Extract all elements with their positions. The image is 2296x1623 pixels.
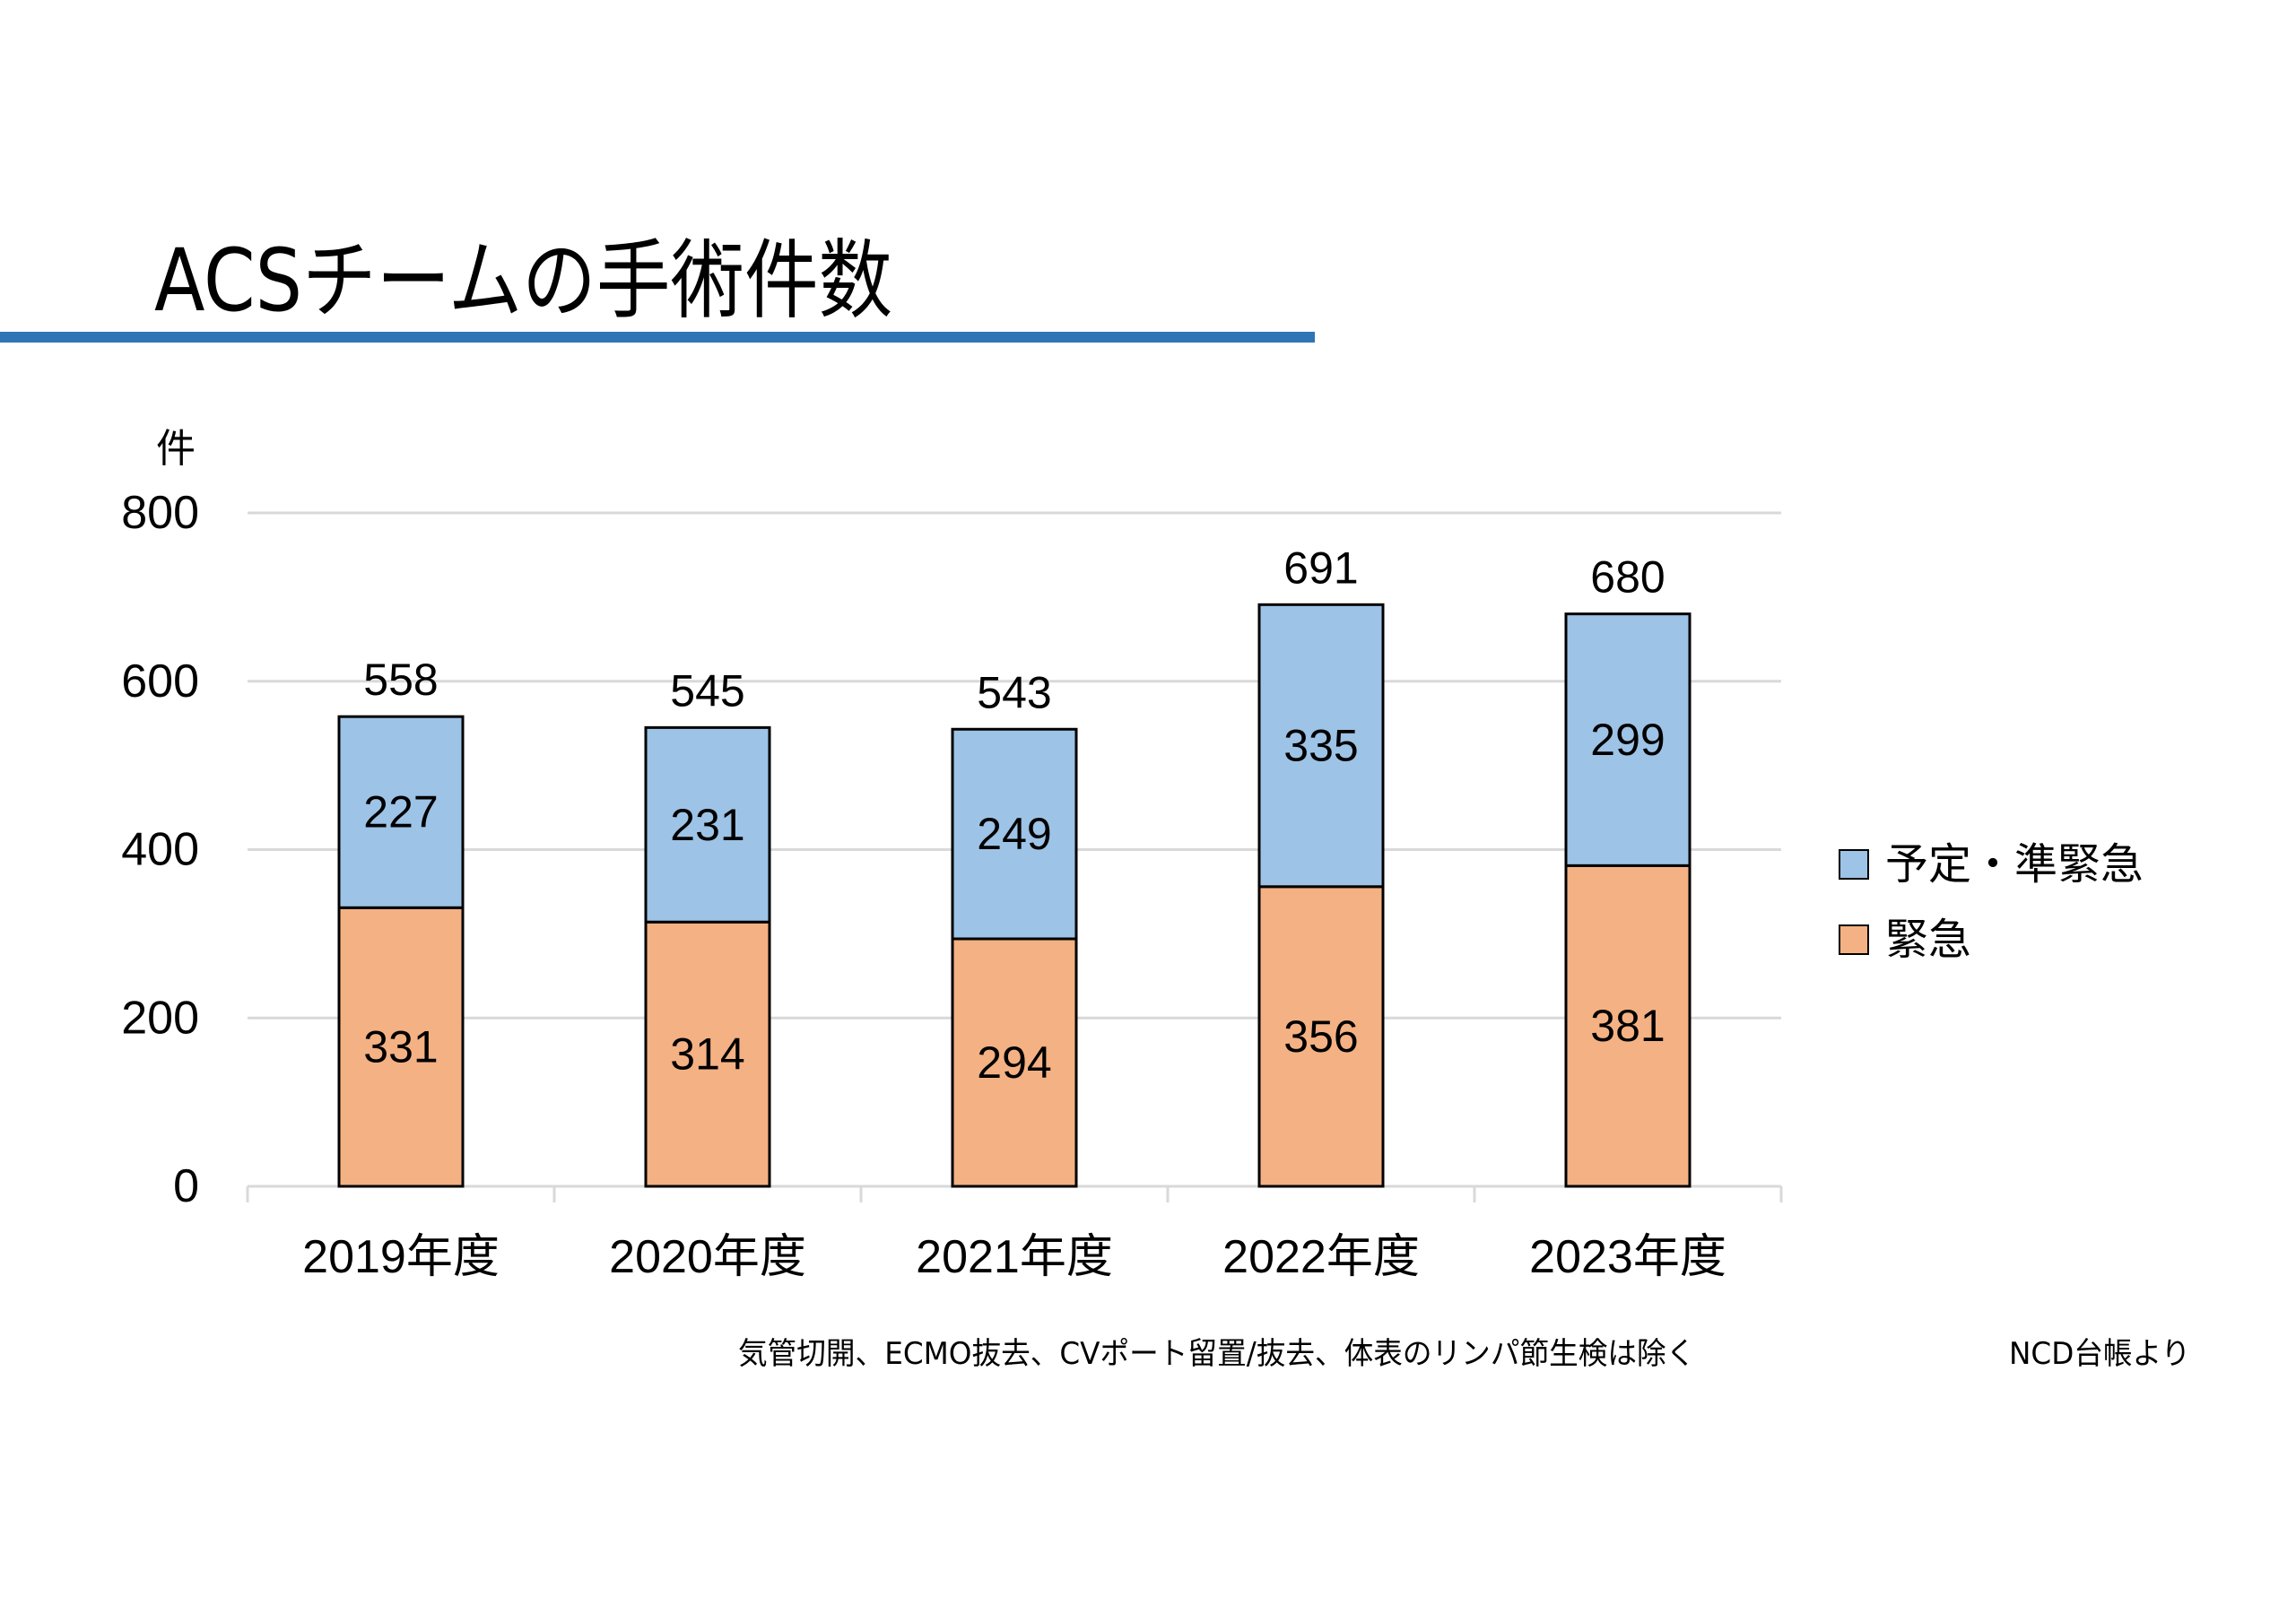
data-label-scheduled: 299 <box>1590 715 1665 765</box>
data-label-total: 543 <box>977 667 1051 717</box>
bars <box>337 603 1692 1188</box>
x-category-label: 2019年度 <box>302 1231 500 1283</box>
legend-label-scheduled: 予定・準緊急 <box>1885 839 2144 890</box>
slide-title: ACSチームの手術件数 <box>154 230 893 331</box>
title-underline <box>0 332 1315 343</box>
legend-item-scheduled: 予定・準緊急 <box>1839 827 2144 902</box>
data-label-total: 558 <box>363 655 438 705</box>
y-tick-label: 400 <box>121 824 199 876</box>
bar-segment-emergency <box>644 920 771 1188</box>
x-axis-categories: 2019年度 2020年度 2021年度 2022年度 2023年度 <box>302 1231 1726 1283</box>
bar-segment-scheduled <box>951 727 1078 941</box>
legend-label-emergency: 緊急 <box>1885 915 1972 965</box>
data-label-emergency: 294 <box>977 1037 1051 1088</box>
footnote-exclusions: 気管切開、ECMO抜去、CVポート留置/抜去、体表のリンパ節生検は除く <box>738 1336 1696 1372</box>
y-axis-unit-label: 件 <box>156 427 196 471</box>
data-labels: 331 227 558 314 231 545 294 249 543 356 335 691 381 2… <box>363 542 1665 1088</box>
data-label-emergency: 331 <box>363 1022 438 1072</box>
legend: 予定・準緊急 緊急 <box>1839 827 2144 977</box>
data-label-total: 680 <box>1590 552 1665 603</box>
bar-segment-emergency <box>951 937 1078 1188</box>
bar-segment-scheduled <box>337 715 465 909</box>
y-tick-label: 800 <box>121 487 199 539</box>
data-label-emergency: 381 <box>1590 1001 1665 1051</box>
legend-swatch-emergency <box>1839 924 1869 955</box>
y-tick-label: 0 <box>173 1160 199 1212</box>
x-category-label: 2020年度 <box>609 1231 806 1283</box>
y-tick-label: 600 <box>121 655 199 707</box>
legend-item-emergency: 緊急 <box>1839 902 2144 977</box>
x-category-label: 2021年度 <box>916 1231 1113 1283</box>
data-label-scheduled: 227 <box>363 787 438 838</box>
footnote-source: NCD台帳より <box>2009 1336 2191 1372</box>
data-label-scheduled: 335 <box>1283 721 1358 771</box>
bar-segment-scheduled <box>1564 612 1692 867</box>
bar-segment-emergency <box>337 906 465 1188</box>
y-axis-ticks: 0 200 400 600 800 <box>121 487 199 1212</box>
x-category-label: 2023年度 <box>1529 1231 1726 1283</box>
x-category-label: 2022年度 <box>1222 1231 1420 1283</box>
data-label-emergency: 356 <box>1283 1011 1358 1062</box>
bar-segment-scheduled <box>644 725 771 924</box>
data-label-scheduled: 231 <box>670 800 744 850</box>
data-label-total: 691 <box>1283 542 1358 593</box>
data-label-total: 545 <box>670 665 744 716</box>
data-label-emergency: 314 <box>670 1029 744 1080</box>
x-axis <box>246 1185 1783 1202</box>
bar-segment-scheduled <box>1257 603 1385 889</box>
bar-segment-emergency <box>1257 885 1385 1188</box>
data-label-scheduled: 249 <box>977 809 1051 859</box>
legend-swatch-scheduled <box>1839 849 1869 880</box>
bar-segment-emergency <box>1564 864 1692 1188</box>
y-tick-label: 200 <box>121 992 199 1044</box>
